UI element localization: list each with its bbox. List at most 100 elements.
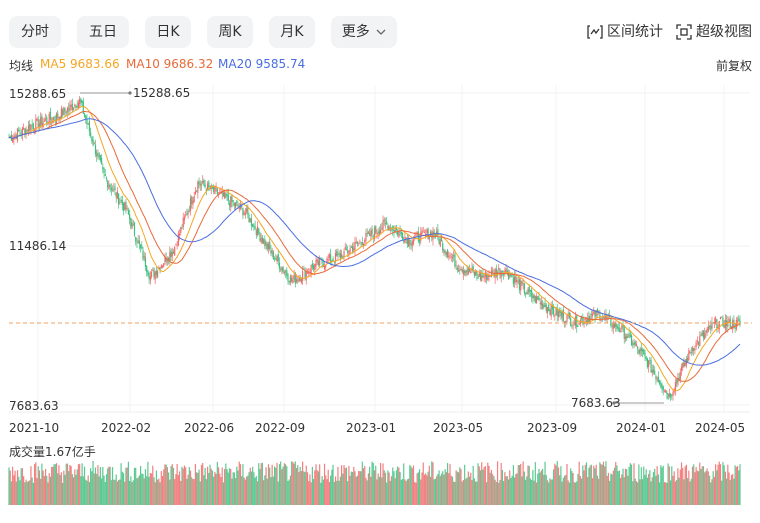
super-view-button[interactable]: 超级视图 <box>676 22 752 42</box>
tab-monthly-k[interactable]: 月K <box>269 16 315 48</box>
volume-bar <box>77 464 80 505</box>
volume-bar <box>657 474 659 505</box>
candle-body <box>507 272 510 279</box>
candle-body <box>90 132 92 136</box>
candle <box>214 185 216 195</box>
candle <box>691 346 694 355</box>
candle <box>719 316 722 320</box>
candle <box>630 333 633 346</box>
volume-bar <box>267 464 270 505</box>
candle <box>715 316 717 325</box>
candle-body <box>524 292 527 294</box>
candle <box>543 302 545 310</box>
candle-body <box>408 237 410 247</box>
volume-bar <box>687 478 689 505</box>
candle <box>661 382 663 393</box>
volume-bar <box>552 469 555 505</box>
volume-bar <box>514 477 516 505</box>
candle <box>674 378 677 396</box>
volume-bar <box>299 466 301 505</box>
volume-bar <box>349 475 351 505</box>
volume-bar <box>437 474 439 505</box>
candle <box>21 126 24 141</box>
candle <box>577 324 579 327</box>
volume-bar <box>79 463 81 505</box>
candle-body <box>736 320 739 322</box>
volume-bar <box>626 469 628 505</box>
volume-bar <box>15 481 17 505</box>
candle-body <box>488 275 490 277</box>
candle-body <box>584 318 586 320</box>
candle-body <box>629 334 631 338</box>
volume-bar <box>75 474 77 505</box>
volume-bar <box>191 477 193 505</box>
candle-body <box>180 226 182 233</box>
volume-bar <box>320 482 322 505</box>
candle-body <box>225 193 227 197</box>
candle-body <box>224 191 226 199</box>
volume-bar <box>378 476 380 505</box>
volume-bar <box>621 474 623 505</box>
candle-body <box>523 283 525 294</box>
volume-bar <box>429 476 432 505</box>
volume-bar <box>342 473 344 505</box>
candle <box>336 248 338 257</box>
volume-bar <box>108 466 110 505</box>
volume-bar <box>110 480 112 505</box>
volume-bar <box>534 462 536 505</box>
volume-bar <box>544 461 546 505</box>
candle-body <box>121 199 123 205</box>
volume-bar <box>637 482 639 505</box>
candle <box>622 319 624 333</box>
candle <box>479 269 482 282</box>
tab-five-day[interactable]: 五日 <box>77 16 129 48</box>
candle <box>331 259 333 267</box>
candle <box>456 265 458 273</box>
candle-body <box>85 115 87 120</box>
candle <box>38 119 41 131</box>
candle <box>163 263 165 268</box>
volume-bar <box>339 476 341 505</box>
candle-body <box>304 270 306 278</box>
candle-body <box>365 233 367 241</box>
tab-weekly-k[interactable]: 周K <box>207 16 253 48</box>
volume-bar <box>735 466 737 505</box>
x-tick-label: 2021-10 <box>9 421 59 435</box>
candle <box>521 279 523 287</box>
volume-bar <box>289 475 292 505</box>
volume-bar <box>577 473 579 505</box>
candle <box>628 327 630 339</box>
volume-bar <box>71 474 73 505</box>
candle-body <box>410 244 412 245</box>
range-stats-button[interactable]: 区间统计 <box>587 22 663 42</box>
volume-bar <box>221 467 223 505</box>
candle-body <box>654 370 656 375</box>
candle-body <box>55 113 58 124</box>
volume-bar <box>82 476 84 505</box>
volume-bar <box>204 467 206 505</box>
candle <box>716 319 718 333</box>
volume-bar <box>216 461 218 505</box>
volume-bar <box>622 468 624 505</box>
candle <box>449 252 451 259</box>
candle-body <box>148 273 150 279</box>
candle <box>738 314 740 322</box>
candle <box>328 252 331 261</box>
volume-bar <box>481 462 483 505</box>
tab-intraday[interactable]: 分时 <box>9 16 61 48</box>
volume-bar <box>40 478 42 505</box>
volume-bar <box>182 468 184 505</box>
volume-bar <box>448 473 450 505</box>
candle-body <box>467 267 469 275</box>
candle <box>249 217 251 223</box>
candle <box>127 207 129 215</box>
volume-bar <box>712 471 714 505</box>
adjust-mode-button[interactable]: 前复权 <box>716 59 753 73</box>
volume-bar <box>14 470 16 505</box>
tab-more[interactable]: 更多 <box>331 16 397 48</box>
candle <box>639 346 641 357</box>
tab-daily-k[interactable]: 日K <box>145 16 191 48</box>
volume-bar <box>133 467 136 505</box>
candle <box>576 315 578 333</box>
